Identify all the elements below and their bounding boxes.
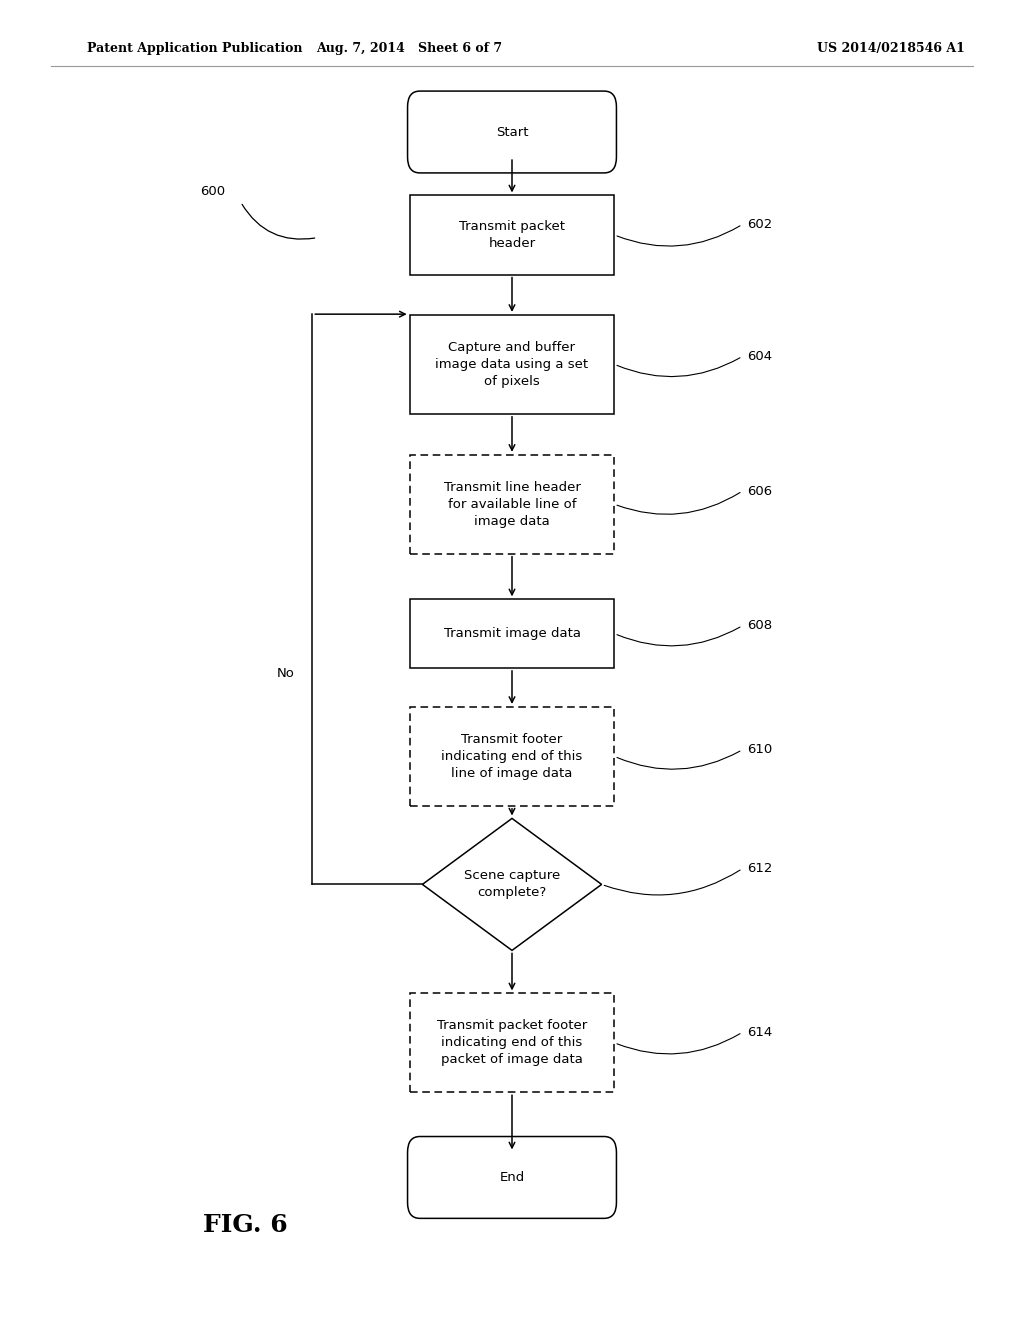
Bar: [410, 599, 614, 668]
Text: No: No: [276, 667, 294, 680]
Text: Transmit footer
indicating end of this
line of image data: Transmit footer indicating end of this l…: [441, 733, 583, 780]
Text: Start: Start: [496, 125, 528, 139]
Text: Scene capture
complete?: Scene capture complete?: [464, 870, 560, 899]
Text: Transmit image data: Transmit image data: [443, 627, 581, 640]
Text: End: End: [500, 1171, 524, 1184]
Text: Aug. 7, 2014   Sheet 6 of 7: Aug. 7, 2014 Sheet 6 of 7: [316, 42, 503, 55]
Bar: [410, 993, 614, 1093]
Text: 612: 612: [748, 862, 773, 875]
Text: 600: 600: [200, 185, 225, 198]
Bar: [410, 454, 614, 554]
Text: Transmit packet
header: Transmit packet header: [459, 220, 565, 249]
Text: Patent Application Publication: Patent Application Publication: [87, 42, 302, 55]
Text: 614: 614: [748, 1026, 773, 1039]
Text: Transmit packet footer
indicating end of this
packet of image data: Transmit packet footer indicating end of…: [437, 1019, 587, 1067]
FancyBboxPatch shape: [408, 1137, 616, 1218]
Polygon shape: [422, 818, 602, 950]
Text: FIG. 6: FIG. 6: [204, 1213, 288, 1237]
Text: 606: 606: [748, 484, 773, 498]
Text: 608: 608: [748, 619, 773, 632]
Text: US 2014/0218546 A1: US 2014/0218546 A1: [817, 42, 965, 55]
Bar: [410, 195, 614, 275]
Bar: [410, 708, 614, 805]
FancyBboxPatch shape: [408, 91, 616, 173]
Text: 610: 610: [748, 743, 773, 756]
Text: 604: 604: [748, 350, 773, 363]
Bar: [410, 315, 614, 414]
Text: Transmit line header
for available line of
image data: Transmit line header for available line …: [443, 480, 581, 528]
Text: Capture and buffer
image data using a set
of pixels: Capture and buffer image data using a se…: [435, 341, 589, 388]
Text: 602: 602: [748, 218, 773, 231]
